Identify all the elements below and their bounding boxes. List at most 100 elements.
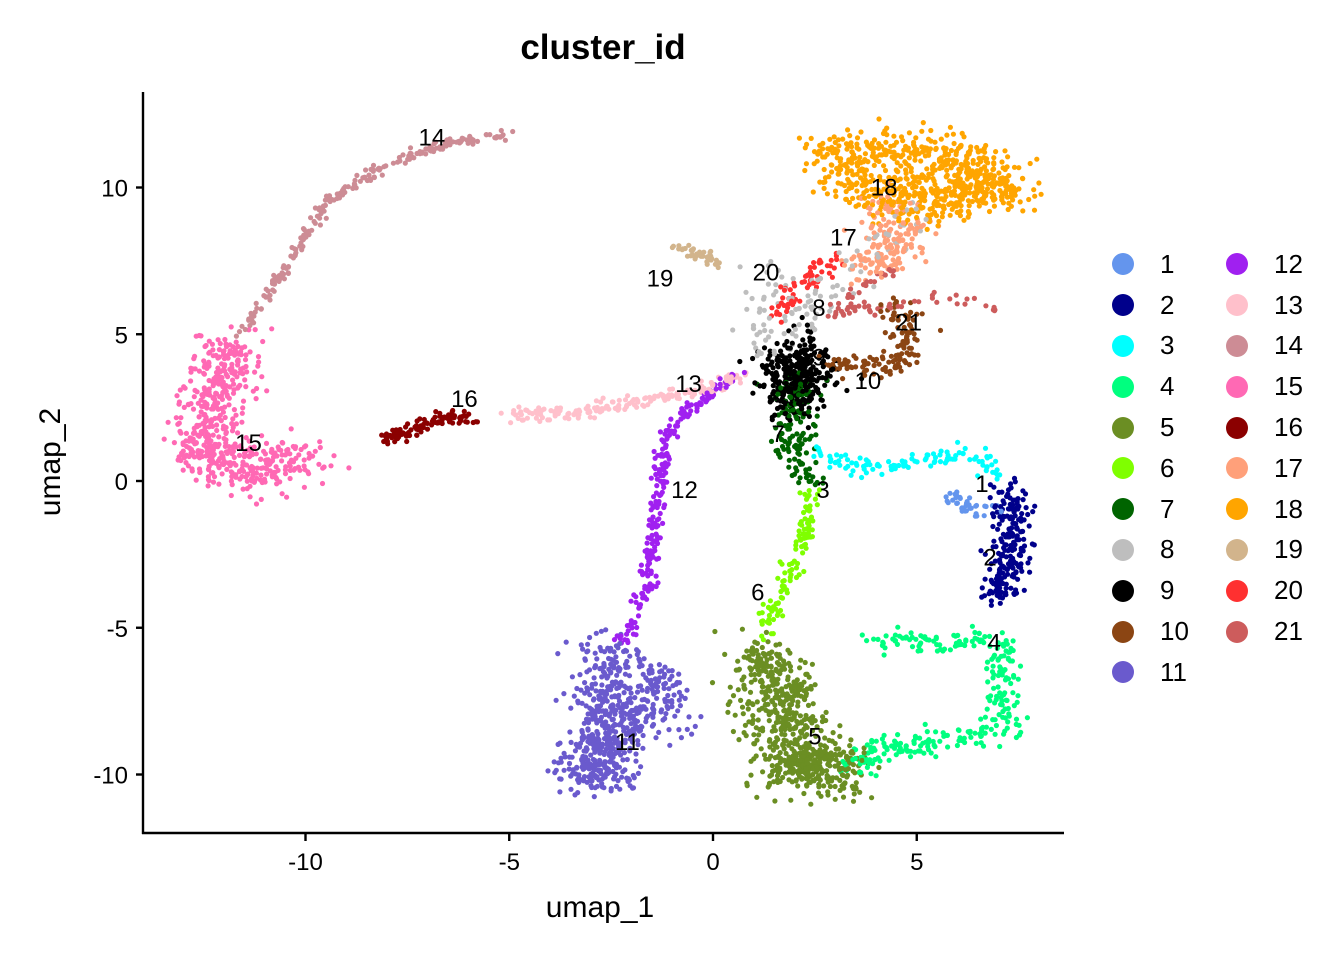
y-tick-label: 0 (115, 469, 128, 496)
legend-color-dot-icon (1226, 498, 1248, 521)
legend-label: 6 (1160, 452, 1175, 483)
legend-label: 5 (1160, 412, 1175, 443)
cluster-label: 12 (671, 477, 698, 504)
y-axis-ticks: -10 -5 0 5 10 (93, 176, 143, 790)
cluster-label: 11 (615, 729, 640, 756)
legend-item: 14 (1222, 326, 1312, 367)
legend-item: 8 (1108, 530, 1222, 571)
legend-color-dot-icon (1226, 620, 1248, 643)
cluster-label: 17 (830, 224, 857, 251)
cluster-label: 5 (808, 723, 821, 750)
legend-label: 14 (1274, 330, 1303, 361)
scatter-points (161, 116, 1044, 807)
legend-label: 18 (1274, 493, 1303, 524)
legend-color-dot-icon (1226, 375, 1248, 398)
legend-item: 19 (1222, 530, 1312, 571)
legend-color-dot-icon (1226, 416, 1248, 439)
legend-color-dot-icon (1112, 253, 1134, 276)
cluster-label: 16 (451, 386, 478, 413)
legend-color-dot-icon (1112, 579, 1134, 602)
legend-item: 11 (1108, 652, 1222, 693)
legend-color-dot-icon (1226, 538, 1248, 561)
legend-label: 12 (1274, 248, 1303, 279)
y-axis-label: umap_2 (34, 408, 67, 516)
legend-item: 10 (1108, 611, 1222, 652)
legend-item: 7 (1108, 489, 1222, 530)
cluster-label: 6 (751, 580, 764, 607)
x-tick-label: 5 (910, 849, 923, 876)
cluster-label: 9 (812, 345, 825, 372)
legend-label: 15 (1274, 371, 1303, 402)
legend-color-dot-icon (1226, 334, 1248, 357)
legend-item: 12 (1222, 244, 1312, 285)
legend-item: 15 (1222, 366, 1312, 407)
legend-color-dot-icon (1112, 294, 1134, 317)
cluster-label: 15 (235, 430, 262, 457)
legend-label: 11 (1160, 656, 1187, 687)
cluster-label: 20 (753, 260, 780, 287)
x-axis-label: umap_1 (546, 891, 654, 924)
cluster-label: 21 (895, 310, 922, 337)
cluster-label: 18 (871, 175, 898, 202)
legend-item: 6 (1108, 448, 1222, 489)
cluster-label: 19 (647, 265, 674, 292)
legend-color-dot-icon (1226, 579, 1248, 602)
cluster-label: 7 (772, 421, 785, 448)
legend-item: 18 (1222, 489, 1312, 530)
legend-color-dot-icon (1226, 457, 1248, 480)
cluster-label: 13 (675, 371, 702, 398)
legend-color-dot-icon (1112, 661, 1134, 684)
legend-item: 5 (1108, 407, 1222, 448)
legend-label: 1 (1160, 248, 1175, 279)
legend-label: 13 (1274, 289, 1303, 320)
legend-item: 1 (1108, 244, 1222, 285)
legend-label: 2 (1160, 289, 1175, 320)
cluster-label: 4 (987, 629, 1000, 656)
legend-color-dot-icon (1112, 498, 1134, 521)
cluster-label: 3 (816, 477, 829, 504)
legend-item: 20 (1222, 570, 1312, 611)
legend-item: 17 (1222, 448, 1312, 489)
legend-label: 21 (1274, 616, 1303, 647)
legend-label: 4 (1160, 371, 1175, 402)
cluster-label: 2 (983, 544, 996, 571)
legend-label: 7 (1160, 493, 1175, 524)
legend-label: 19 (1274, 534, 1303, 565)
legend-item: 3 (1108, 326, 1222, 367)
legend-color-dot-icon (1226, 253, 1248, 276)
legend-color-dot-icon (1112, 538, 1134, 561)
y-tick-label: -5 (107, 616, 128, 643)
legend-label: 9 (1160, 575, 1175, 606)
legend-label: 17 (1274, 452, 1303, 483)
legend-label: 20 (1274, 575, 1303, 606)
legend-color-dot-icon (1112, 416, 1134, 439)
legend-label: 8 (1160, 534, 1175, 565)
y-tick-label: -10 (93, 763, 128, 790)
legend-color-dot-icon (1226, 294, 1248, 317)
legend-color-dot-icon (1112, 375, 1134, 398)
legend-color-dot-icon (1112, 334, 1134, 357)
cluster-label: 8 (812, 295, 825, 322)
cluster-label: 10 (854, 368, 881, 395)
legend-label: 3 (1160, 330, 1175, 361)
chart-title: cluster_id (520, 28, 686, 67)
x-tick-label: -5 (499, 849, 520, 876)
y-tick-label: 5 (115, 322, 128, 349)
legend-label: 16 (1274, 412, 1303, 443)
legend: 1 2 3 4 5 6 7 8 9 10 11 12 13 14 15 16 17 18 19 20 21 (1108, 244, 1312, 693)
legend-item: 9 (1108, 570, 1222, 611)
legend-color-dot-icon (1112, 457, 1134, 480)
legend-item: 4 (1108, 366, 1222, 407)
cluster-label: 1 (975, 471, 988, 498)
legend-item: 13 (1222, 285, 1312, 326)
legend-item: 2 (1108, 285, 1222, 326)
legend-item: 16 (1222, 407, 1312, 448)
legend-label: 10 (1160, 616, 1189, 647)
legend-item: 21 (1222, 611, 1312, 652)
y-tick-label: 10 (101, 176, 128, 203)
x-axis-ticks: -10 -5 0 5 (288, 833, 923, 876)
x-tick-label: 0 (706, 849, 719, 876)
cluster-label: 14 (418, 125, 445, 152)
